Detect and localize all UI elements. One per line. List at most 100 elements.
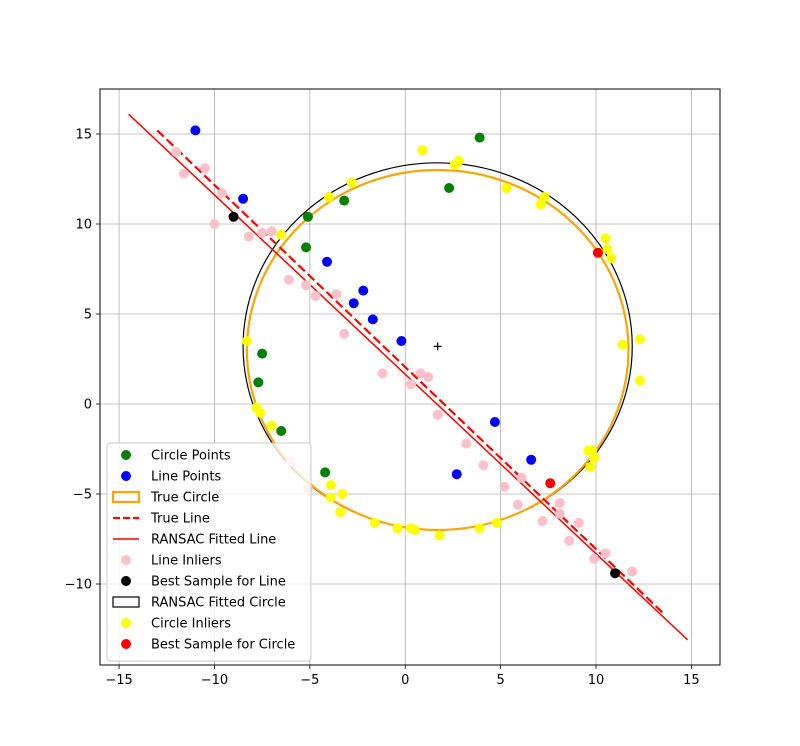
line-points-point: [358, 285, 369, 296]
x-tick-label: 15: [683, 673, 700, 688]
circle-inliers-point: [501, 183, 512, 193]
line-points-point: [190, 125, 201, 136]
line-points-point: [396, 336, 407, 346]
line-points-point: [348, 298, 359, 309]
line-inliers-point: [499, 481, 510, 492]
legend-label-ransac-fitted-circle: RANSAC Fitted Circle: [151, 596, 286, 611]
circle-inliers-point: [617, 339, 628, 350]
y-tick-label: 15: [75, 128, 92, 143]
best-sample-for-circle-point: [545, 478, 556, 489]
legend-marker-true-circle: [111, 490, 141, 504]
circle-points-point: [257, 348, 268, 359]
line-points-point: [489, 417, 500, 427]
y-tick-label: 5: [84, 308, 92, 323]
line-points-point: [322, 256, 333, 267]
circle-inliers-point: [241, 336, 252, 346]
x-tick-label: 0: [401, 673, 409, 688]
line-inliers-point: [283, 274, 294, 285]
circle-inliers-point: [323, 192, 334, 202]
line-inliers-point: [461, 438, 472, 449]
x-tick-label: 5: [496, 673, 504, 688]
best-sample-for-circle-point: [592, 247, 603, 258]
circle-inliers-point: [539, 192, 550, 202]
line-inliers-point: [199, 163, 210, 174]
line-inliers-point: [377, 368, 388, 379]
circle-inliers-point: [600, 233, 611, 244]
line-inliers-point: [301, 280, 312, 291]
legend-box: [106, 442, 312, 662]
circle-points-point: [339, 195, 350, 206]
grid-lines: [100, 89, 720, 665]
circle-inliers-point: [392, 523, 403, 534]
y-tick-label: −10: [65, 578, 92, 593]
line-inliers-point: [423, 372, 434, 382]
line-points-point: [367, 314, 378, 325]
circle-inliers-point: [337, 489, 348, 499]
best-sample-for-line-point: [228, 211, 239, 222]
circle-inliers-point: [325, 480, 336, 490]
line-inliers-point: [310, 291, 321, 301]
circle-inliers-point: [266, 420, 277, 431]
line-inliers-point: [478, 460, 489, 471]
circle-inliers-point: [634, 334, 645, 345]
legend-label-circle-points: Circle Points: [151, 449, 231, 464]
circle-inliers-point: [634, 375, 645, 386]
legend-label-true-circle: True Circle: [150, 491, 219, 506]
legend-marker-best-sample-for-circle: [121, 639, 131, 649]
line-inliers-point: [266, 226, 277, 237]
circle-inliers-point: [417, 145, 428, 156]
circle-points-point: [302, 211, 313, 222]
legend-label-circle-inliers: Circle Inliers: [151, 617, 231, 632]
plot-frame: [99, 88, 721, 666]
line-inliers-point: [331, 289, 342, 300]
circle-inliers-point: [491, 517, 502, 528]
line-inliers-point: [564, 535, 575, 546]
circle-inliers-point: [453, 156, 464, 166]
legend-label-line-points: Line Points: [151, 470, 222, 485]
line-inliers-point: [217, 188, 228, 199]
x-tick-label: −15: [105, 673, 132, 688]
circle-inliers-point: [589, 453, 600, 463]
line-inliers-point: [600, 548, 611, 559]
line-points-point: [526, 454, 537, 465]
line-inliers-point: [243, 231, 254, 242]
true-circle: [245, 168, 630, 532]
circle-inliers-point: [335, 507, 346, 517]
x-tick-label: 10: [588, 673, 605, 688]
y-tick-label: −5: [73, 488, 92, 503]
circle-inliers-point: [606, 253, 617, 264]
legend-marker-line-inliers: [121, 555, 131, 565]
circle-inliers-point: [325, 492, 336, 503]
line-inliers-point: [516, 472, 527, 483]
circle-inliers-point: [369, 517, 380, 528]
legend-label-best-sample-for-line: Best Sample for Line: [151, 575, 286, 590]
line-inliers-point: [573, 517, 584, 528]
line-points-point: [238, 193, 249, 204]
line-inliers-point: [512, 499, 523, 510]
line-inliers-point: [627, 566, 638, 577]
line-inliers-point: [589, 553, 600, 564]
line-inliers-point: [432, 409, 443, 420]
line-inliers-point: [537, 516, 548, 526]
axis-ticks: −15 −10 −5 0 5 10 15 −10 −5 0 5 10 15: [65, 128, 700, 689]
legend-label-ransac-fitted-line: RANSAC Fitted Line: [151, 533, 276, 548]
circle-inliers-point: [585, 462, 596, 472]
legend-label-best-sample-for-circle: Best Sample for Circle: [151, 638, 295, 653]
legend-marker-ransac-fitted-circle: [112, 596, 140, 608]
circle-inliers-point: [474, 523, 485, 534]
circle-inliers-point: [434, 530, 445, 541]
circle-points-point: [474, 132, 485, 143]
best-sample-for-line-point: [610, 568, 621, 579]
legend-label-true-line: True Line: [150, 512, 210, 527]
line-points-point: [451, 469, 462, 480]
legend: Circle Points Line Points True Circle True …: [106, 442, 312, 662]
line-inliers-point: [339, 328, 350, 339]
data-points: [171, 125, 645, 579]
line-inliers-point: [178, 168, 189, 179]
x-tick-label: −10: [201, 673, 228, 688]
circle-inliers-point: [602, 244, 613, 255]
line-inliers-point: [405, 379, 416, 390]
line-inliers-point: [415, 368, 426, 379]
circle-points-point: [444, 183, 455, 193]
